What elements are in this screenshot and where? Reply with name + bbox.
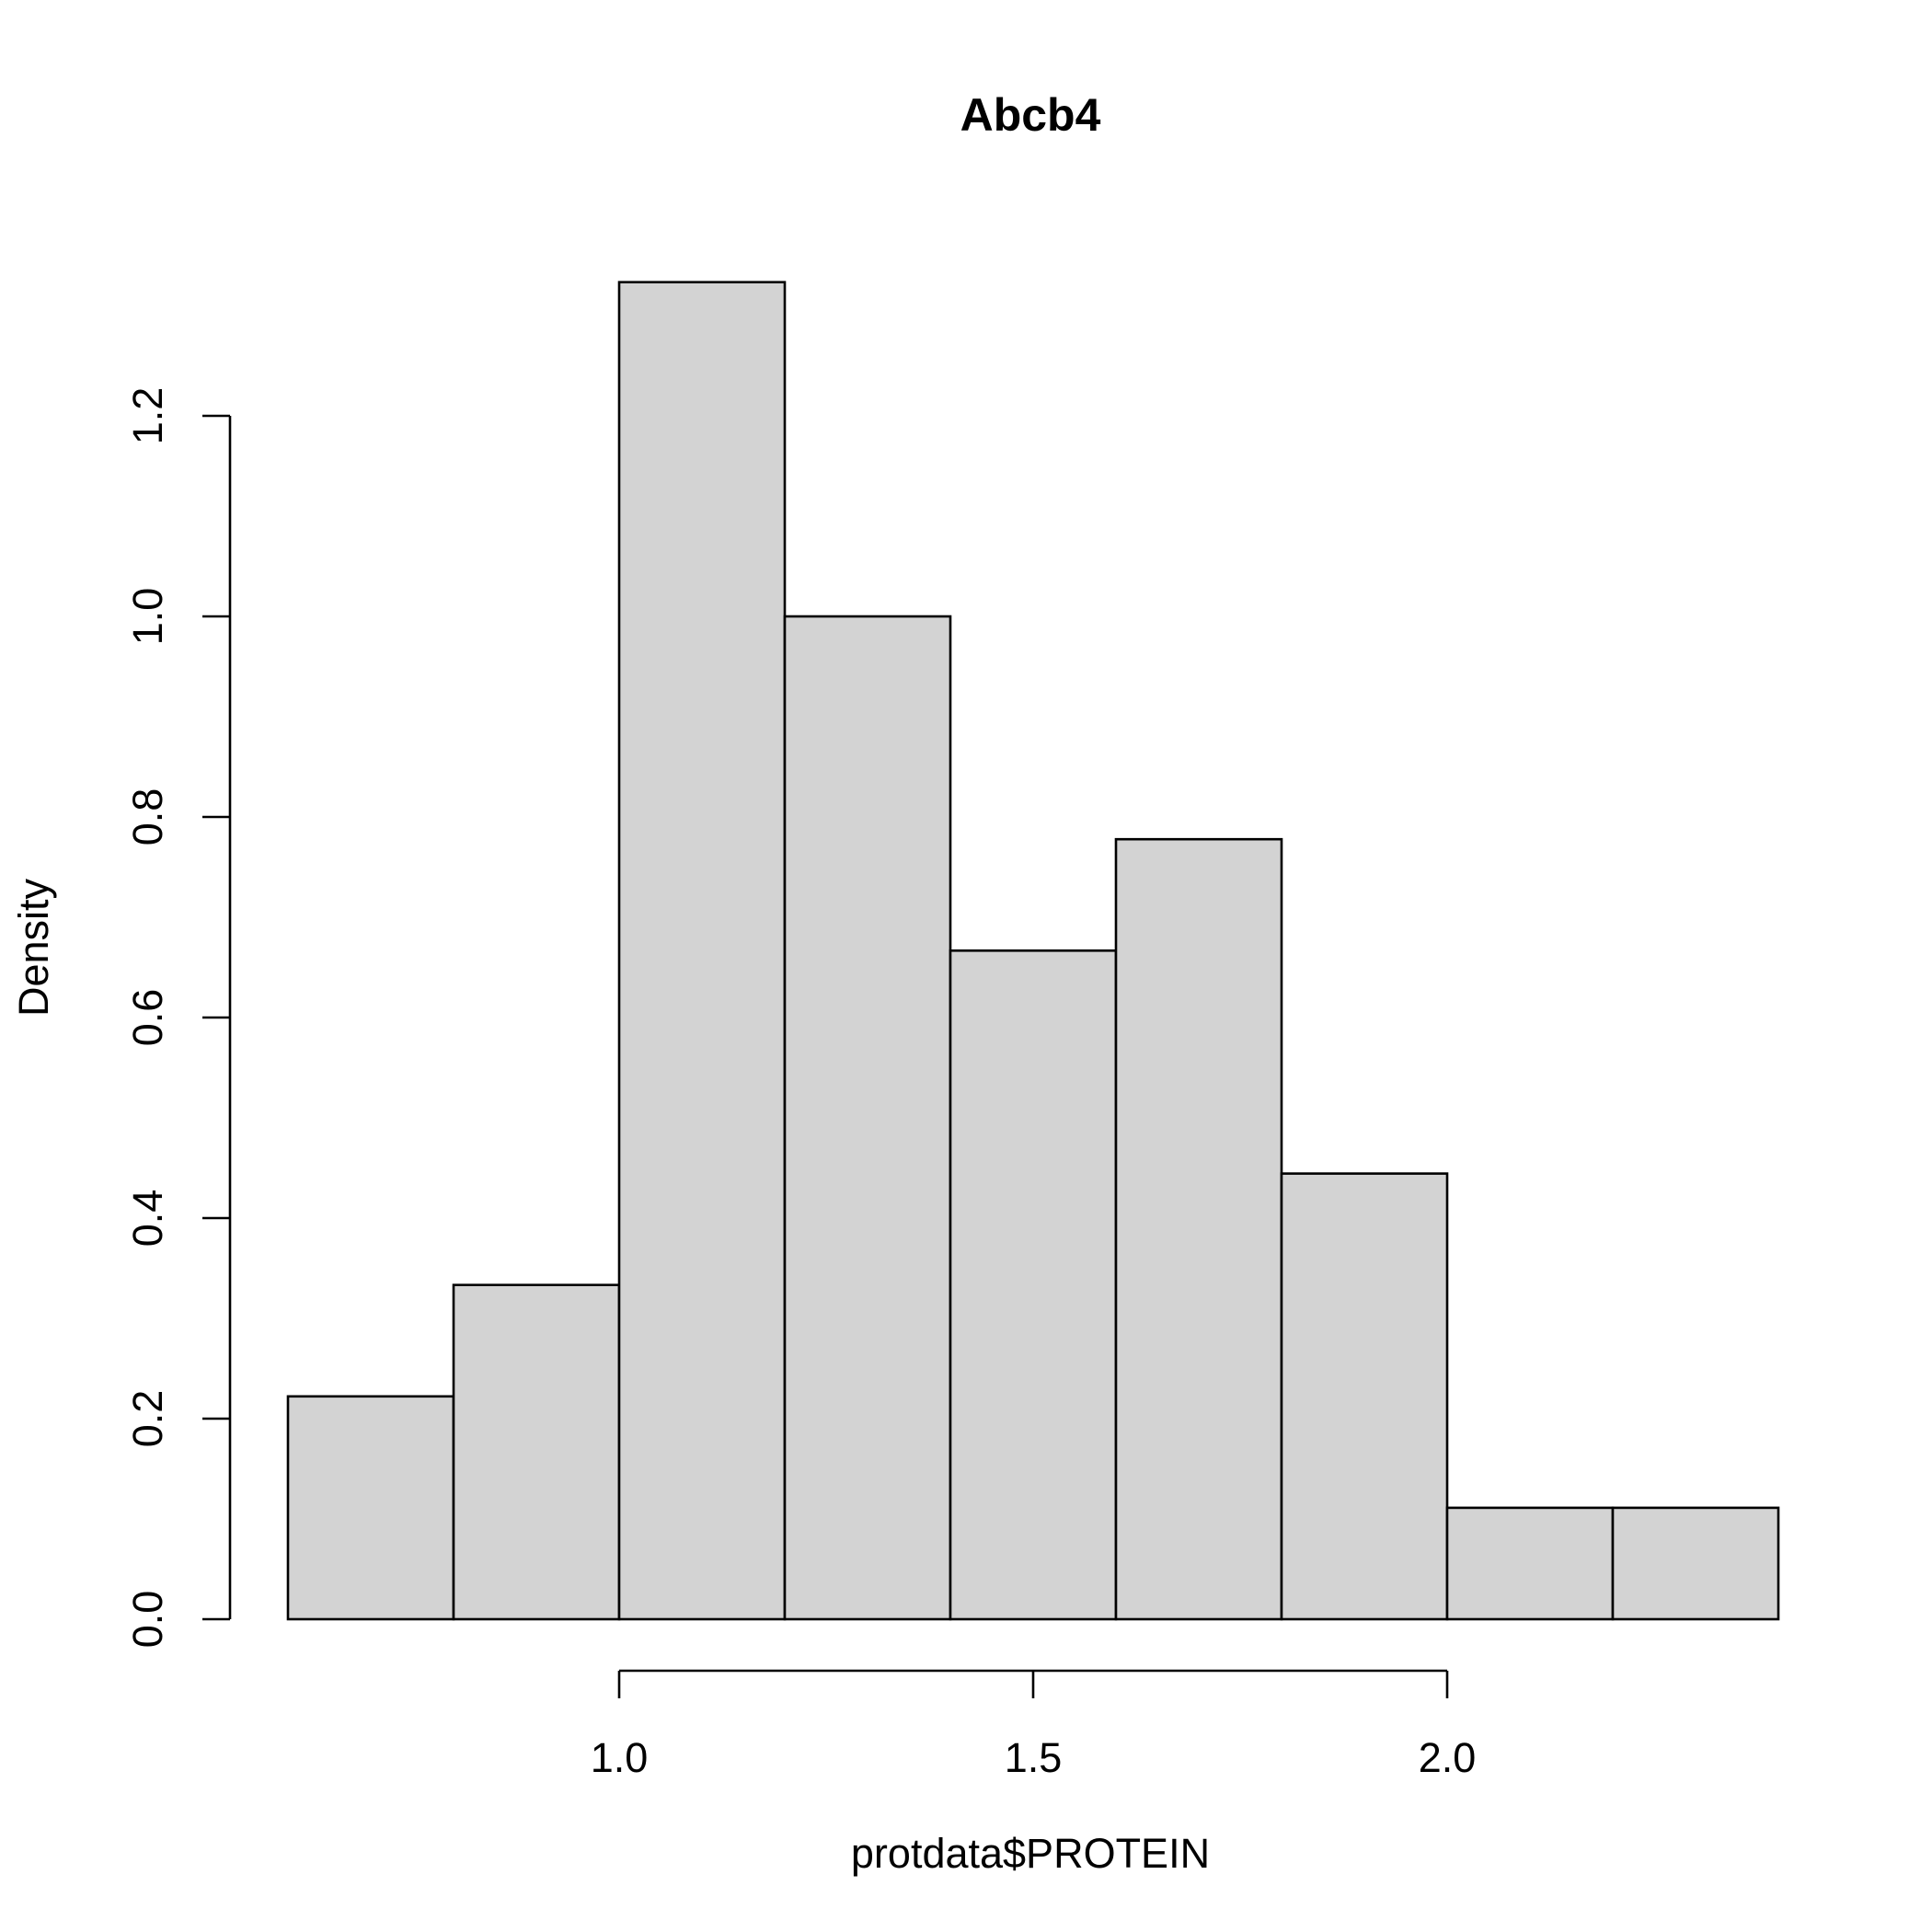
histogram-bar xyxy=(949,949,1118,1621)
y-tick-label: 0.6 xyxy=(124,989,171,1047)
bars-group xyxy=(286,281,1780,1621)
y-axis-label: Density xyxy=(10,878,57,1017)
x-tick-label: 1.5 xyxy=(1005,1734,1063,1781)
y-tick-label: 1.2 xyxy=(124,387,171,445)
histogram-bar xyxy=(452,1283,621,1621)
chart-title: Abcb4 xyxy=(960,89,1101,141)
y-tick-label: 0.4 xyxy=(124,1190,171,1248)
histogram-bar xyxy=(1611,1506,1780,1621)
y-tick-label: 0.8 xyxy=(124,788,171,846)
histogram-bar xyxy=(617,281,787,1621)
histogram-bar xyxy=(1445,1506,1615,1621)
histogram-bar xyxy=(1114,837,1283,1621)
y-tick-label: 1.0 xyxy=(124,588,171,646)
histogram-bar xyxy=(783,615,952,1621)
histogram-bar xyxy=(286,1395,455,1621)
x-axis: 1.0 1.5 2.0 xyxy=(591,1669,1477,1781)
y-tick-label: 0.2 xyxy=(124,1390,171,1448)
y-tick-label: 0.0 xyxy=(124,1591,171,1649)
x-axis-label: protdata$PROTEIN xyxy=(851,1830,1210,1877)
x-tick-label: 1.0 xyxy=(591,1734,649,1781)
histogram-bar xyxy=(1280,1172,1449,1621)
y-axis: 0.0 0.2 0.4 0.6 0.8 1.0 1.2 xyxy=(124,387,232,1649)
x-tick-label: 2.0 xyxy=(1419,1734,1477,1781)
